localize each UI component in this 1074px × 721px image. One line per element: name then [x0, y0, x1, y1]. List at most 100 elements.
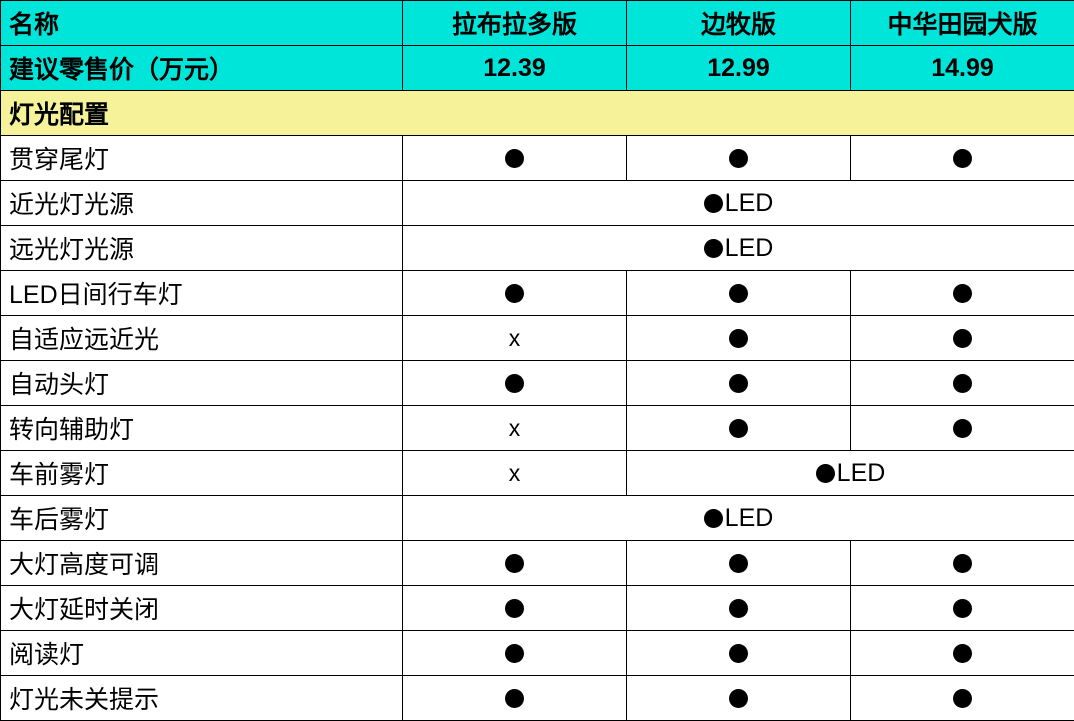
- feature-label: 大灯延时关闭: [1, 586, 403, 631]
- not-included-icon: x: [509, 460, 521, 486]
- header-variant-0: 拉布拉多版: [403, 1, 627, 46]
- table-row: 灯光未关提示: [1, 676, 1074, 721]
- spec-cell: [627, 361, 851, 406]
- feature-label: LED日间行车灯: [1, 271, 403, 316]
- spec-cell: [851, 541, 1074, 586]
- spec-cell: LED: [403, 496, 1074, 541]
- included-icon: [729, 149, 748, 168]
- table-row: 近光灯光源LED: [1, 181, 1074, 226]
- spec-cell: LED: [403, 181, 1074, 226]
- feature-label: 自动头灯: [1, 361, 403, 406]
- feature-label: 车前雾灯: [1, 451, 403, 496]
- feature-label: 灯光未关提示: [1, 676, 403, 721]
- price-row: 建议零售价（万元）12.3912.9914.99: [1, 46, 1074, 91]
- included-icon: [505, 689, 524, 708]
- table-row: 大灯高度可调: [1, 541, 1074, 586]
- feature-label: 大灯高度可调: [1, 541, 403, 586]
- price-value-2: 14.99: [851, 46, 1074, 91]
- included-icon: [729, 374, 748, 393]
- included-icon: [729, 554, 748, 573]
- feature-label: 远光灯光源: [1, 226, 403, 271]
- spec-cell: [627, 541, 851, 586]
- included-led-icon: LED: [704, 233, 774, 261]
- included-icon: [729, 599, 748, 618]
- included-icon: [953, 329, 972, 348]
- price-value-1: 12.99: [627, 46, 851, 91]
- section-row: 灯光配置: [1, 91, 1074, 136]
- spec-cell: [627, 586, 851, 631]
- spec-cell: [403, 361, 627, 406]
- header-row: 名称拉布拉多版边牧版中华田园犬版: [1, 1, 1074, 46]
- header-variant-1: 边牧版: [627, 1, 851, 46]
- spec-cell: [851, 271, 1074, 316]
- spec-table: 名称拉布拉多版边牧版中华田园犬版建议零售价（万元）12.3912.9914.99…: [0, 0, 1074, 721]
- spec-cell: [403, 676, 627, 721]
- header-name: 名称: [1, 1, 403, 46]
- spec-cell: [851, 136, 1074, 181]
- included-icon: [953, 284, 972, 303]
- spec-cell: [403, 586, 627, 631]
- included-icon: [729, 419, 748, 438]
- spec-cell: [627, 676, 851, 721]
- spec-cell: [627, 631, 851, 676]
- included-icon: [505, 374, 524, 393]
- spec-cell: [403, 136, 627, 181]
- table-row: 转向辅助灯 x: [1, 406, 1074, 451]
- feature-label: 阅读灯: [1, 631, 403, 676]
- section-title: 灯光配置: [1, 91, 1074, 136]
- table-row: 大灯延时关闭: [1, 586, 1074, 631]
- spec-cell: [851, 631, 1074, 676]
- header-variant-2: 中华田园犬版: [851, 1, 1074, 46]
- included-icon: [729, 689, 748, 708]
- included-icon: [953, 689, 972, 708]
- included-icon: [729, 284, 748, 303]
- feature-label: 自适应远近光: [1, 316, 403, 361]
- included-icon: [505, 149, 524, 168]
- table-row: 车前雾灯 x LED: [1, 451, 1074, 496]
- included-icon: [953, 374, 972, 393]
- table-row: 车后雾灯 LED: [1, 496, 1074, 541]
- feature-label: 转向辅助灯: [1, 406, 403, 451]
- included-led-icon: LED: [816, 458, 886, 486]
- spec-cell: [403, 271, 627, 316]
- table-row: 阅读灯: [1, 631, 1074, 676]
- included-icon: [953, 644, 972, 663]
- included-icon: [953, 149, 972, 168]
- feature-label: 车后雾灯: [1, 496, 403, 541]
- spec-cell: [403, 541, 627, 586]
- feature-label: 贯穿尾灯: [1, 136, 403, 181]
- included-icon: [953, 419, 972, 438]
- included-icon: [505, 554, 524, 573]
- spec-cell: [627, 406, 851, 451]
- included-icon: [729, 644, 748, 663]
- included-icon: [953, 554, 972, 573]
- table-row: LED日间行车灯: [1, 271, 1074, 316]
- spec-cell: LED: [627, 451, 1074, 496]
- spec-cell: [627, 136, 851, 181]
- spec-cell: LED: [403, 226, 1074, 271]
- spec-cell: [403, 631, 627, 676]
- not-included-icon: x: [509, 415, 521, 441]
- spec-cell: [851, 316, 1074, 361]
- included-led-icon: LED: [704, 503, 774, 531]
- included-icon: [729, 329, 748, 348]
- table-row: 远光灯光源 LED: [1, 226, 1074, 271]
- not-included-icon: x: [509, 325, 521, 351]
- spec-cell: [851, 586, 1074, 631]
- table-row: 贯穿尾灯: [1, 136, 1074, 181]
- table-row: 自适应远近光 x: [1, 316, 1074, 361]
- spec-cell: [627, 271, 851, 316]
- spec-cell: [851, 361, 1074, 406]
- spec-cell: [851, 676, 1074, 721]
- included-icon: [505, 644, 524, 663]
- table-row: 自动头灯: [1, 361, 1074, 406]
- feature-label: 近光灯光源: [1, 181, 403, 226]
- spec-cell: x: [403, 406, 627, 451]
- spec-cell: x: [403, 316, 627, 361]
- spec-cell: x: [403, 451, 627, 496]
- price-label: 建议零售价（万元）: [1, 46, 403, 91]
- spec-cell: [627, 316, 851, 361]
- price-value-0: 12.39: [403, 46, 627, 91]
- included-icon: [505, 284, 524, 303]
- included-icon: [505, 599, 524, 618]
